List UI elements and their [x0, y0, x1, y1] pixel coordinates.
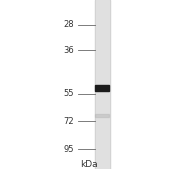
Bar — [95, 85, 109, 91]
Text: 55: 55 — [64, 89, 74, 98]
Text: 72: 72 — [64, 117, 74, 126]
Bar — [95, 0, 110, 169]
Text: 28: 28 — [64, 20, 74, 29]
Text: 36: 36 — [64, 46, 74, 55]
Bar — [95, 114, 109, 117]
Text: kDa: kDa — [80, 160, 97, 169]
Bar — [96, 0, 109, 169]
Text: 95: 95 — [64, 145, 74, 154]
